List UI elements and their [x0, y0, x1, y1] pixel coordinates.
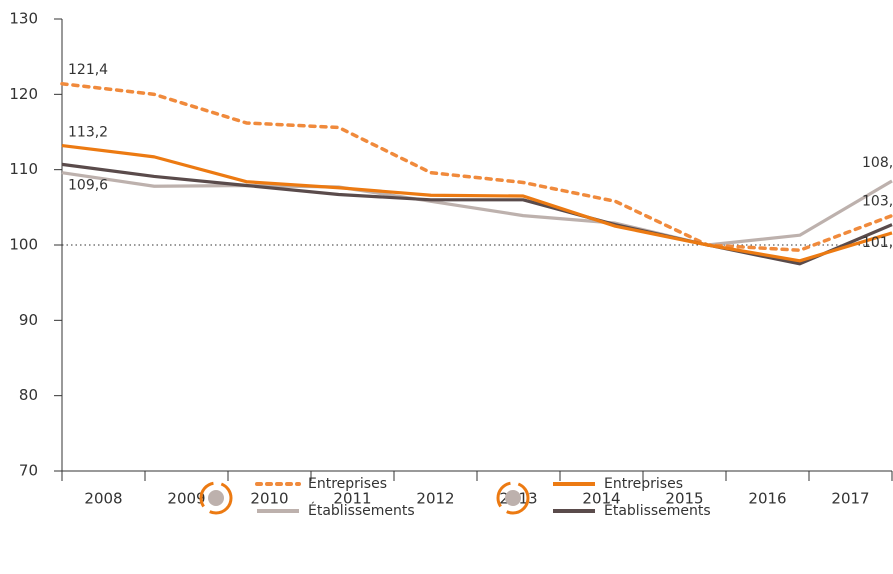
x-tick-label: 2011 [333, 490, 371, 508]
x-tick-label: 2008 [84, 490, 122, 508]
y-tick-label: 70 [19, 462, 38, 480]
value-label: 101,6 [862, 235, 893, 251]
x-tick-label: 2015 [665, 490, 703, 508]
legend-label: Établissements [308, 502, 415, 519]
x-tick-label: 2009 [167, 490, 205, 508]
legend-icon-inner [208, 490, 224, 506]
x-tick-label: 2010 [250, 490, 288, 508]
legend-icon [199, 481, 233, 515]
value-label: 108,5 [862, 155, 893, 171]
legend-label: Établissements [604, 502, 711, 519]
series-line [61, 143, 893, 263]
legend-icon-inner [505, 490, 521, 506]
value-label: 109,6 [68, 178, 108, 194]
x-tick-label: 2014 [582, 490, 620, 508]
x-tick-label: 2012 [416, 490, 454, 508]
y-tick-label: 110 [9, 160, 38, 178]
x-tick-label: 2017 [831, 490, 869, 508]
y-tick-label: 130 [9, 10, 38, 28]
legend-group: Entreprises Établissements [496, 476, 711, 519]
series-line [61, 171, 893, 247]
legend-label: Entreprises [308, 476, 387, 492]
value-label: 113,2 [68, 125, 108, 141]
y-tick-label: 120 [9, 85, 38, 103]
legend-group: Entreprises Établissements [199, 476, 415, 519]
y-tick-label: 100 [9, 236, 38, 254]
y-tick-label: 80 [19, 386, 38, 404]
value-label: 103,9 [862, 194, 893, 210]
legend-label: Entreprises [604, 476, 683, 492]
value-label: 121,4 [68, 62, 108, 78]
y-tick-label: 90 [19, 311, 38, 329]
x-tick-label: 2016 [748, 490, 786, 508]
series-line [60, 82, 893, 253]
legend-icon [496, 481, 530, 515]
